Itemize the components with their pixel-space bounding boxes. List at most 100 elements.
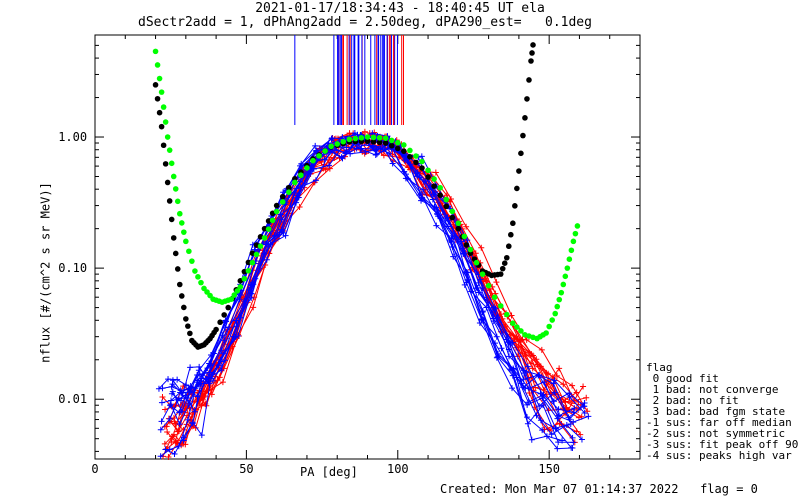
blue-series-point [157,453,164,460]
fit-green-point [370,134,377,141]
blue-series-point [193,379,200,386]
blue-series-point [401,157,408,164]
fit-green-point [178,220,185,226]
fit-black-point [178,293,185,299]
fit-black-point [213,326,219,333]
blue-series-point [433,204,440,211]
blue-series-point [207,352,214,359]
fit-black-point [279,193,286,200]
blue-series-point [278,228,285,235]
red-series-point [432,169,439,176]
blue-series-point [263,256,270,263]
blue-series-point [475,279,482,286]
y-tick-label: 0.01 [58,392,88,407]
blue-series-point [490,318,497,325]
red-series-line [166,137,580,445]
blue-series-point [570,439,577,446]
fit-green-point [192,268,198,274]
created-footer: Created: Mon Mar 07 01:14:37 2022 flag =… [440,482,758,496]
blue-series-point [248,290,255,297]
blue-series-point [570,419,577,426]
blue-series-line [160,134,573,457]
x-axis-label: PA [deg] [300,465,358,479]
blue-series-point [566,394,573,401]
fit-green-point [310,157,316,164]
blue-series-point [167,402,174,409]
fit-black-point [164,179,171,186]
fit-green-point [253,251,260,258]
red-series-point [516,337,523,344]
blue-series-point [206,360,213,367]
blue-series-point [296,178,303,185]
blue-series-point [464,237,471,244]
blue-series-point [493,333,500,340]
fit-black-point [463,242,470,248]
fit-green-point [473,259,480,266]
blue-series-line [160,138,573,439]
fit-green-point [388,137,395,144]
red-series-point [463,223,470,230]
fit-black-point [176,281,183,288]
fit-black-point [425,174,431,180]
blue-series-point [430,191,437,198]
fit-green-point [261,235,268,241]
fit-black-point [528,58,534,64]
red-series-point [389,151,396,158]
blue-series-line [158,140,571,429]
fit-green-point [560,281,567,288]
fit-black-point [183,316,189,322]
red-series-point [478,244,485,251]
fit-green-point [425,167,431,174]
fit-green-point [265,226,272,232]
blue-series-point [479,309,486,316]
fit-black-point [518,150,524,157]
fit-black-point [285,184,292,191]
blue-series-point [418,197,425,204]
blue-series-point [206,374,213,381]
fit-green-point [237,284,244,290]
blue-series-point [297,162,304,169]
fit-green-point [568,247,575,254]
fit-green-point [437,184,443,191]
fit-green-point [564,265,571,271]
fit-green-point [304,165,310,171]
fit-black-point [514,185,520,192]
blue-series-point [536,372,543,379]
blue-series-point [169,377,176,384]
red-series-point [219,379,226,386]
fit-green-point [154,62,161,68]
fit-green-point [273,208,280,215]
fit-black-point [529,50,535,56]
blue-series-point [548,431,555,438]
blue-series-point [159,385,166,392]
red-series-point [508,312,515,319]
blue-series-point [194,393,201,400]
fit-green-point [485,282,492,289]
fit-green-point [413,153,419,159]
red-series-point [556,365,563,372]
fit-black-point [455,225,462,232]
red-series-line [166,138,579,450]
fit-green-point [172,186,179,192]
fit-green-point [346,136,353,143]
legend-item: -2 sus: not symmetric [646,427,786,440]
fit-green-point [419,158,425,165]
fit-black-point [160,142,167,149]
fit-black-point [370,138,377,145]
blue-series-point [505,346,512,353]
fit-black-point [225,304,232,311]
red-series-point [296,203,303,210]
blue-series-point [175,443,182,450]
fit-black-point [505,243,512,250]
fit-green-point [198,279,204,286]
fit-black-point [156,109,163,116]
red-series-point [472,250,479,257]
fit-green-point [514,324,520,330]
red-series-line [169,132,582,432]
blue-series-point [168,383,175,390]
red-series-point [560,381,567,388]
fit-black-point [449,214,456,221]
fit-green-point [316,153,322,159]
red-series-point [493,279,500,286]
blue-series-point [174,376,181,383]
